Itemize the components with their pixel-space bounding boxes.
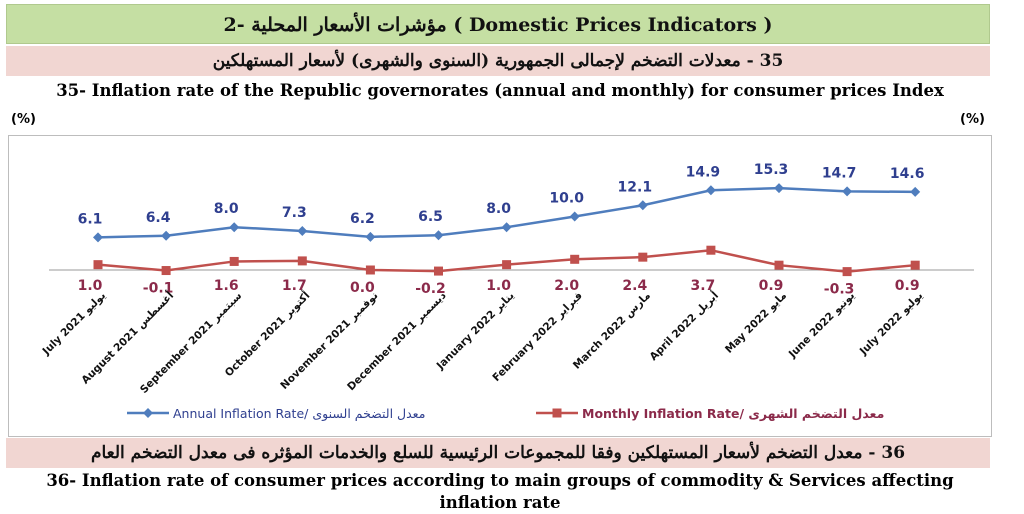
annual-data-label: 6.4 — [146, 210, 171, 226]
annual-point — [297, 225, 308, 236]
annual-data-label: 7.3 — [282, 205, 307, 221]
annual-data-label: 6.1 — [78, 211, 103, 227]
monthly-data-label: 1.0 — [486, 278, 511, 294]
monthly-data-label: 0.9 — [895, 278, 920, 294]
x-tick-label: July 2022 يوليو — [857, 290, 925, 358]
annual-data-label: 10.0 — [549, 191, 584, 207]
monthly-data-label: -0.1 — [143, 281, 174, 297]
x-tick-label: May 2022 مايو — [723, 290, 789, 356]
monthly-point — [502, 260, 512, 270]
legend-annual-label: Annual Inflation Rate/ معدل التضخم السنو… — [173, 406, 425, 422]
table35-english-title: 35- Inflation rate of the Republic gover… — [56, 81, 944, 100]
monthly-point — [910, 260, 920, 270]
inflation-chart: 6.1 6.4 8.0 7.3 6.2 6.5 8.0 10.0 12.1 14.9 15.3 14.… — [8, 135, 992, 437]
annual-data-label: 6.5 — [418, 209, 443, 225]
table36-english-title-line2: inflation rate — [439, 493, 561, 512]
monthly-point — [842, 267, 852, 277]
annual-point — [637, 200, 648, 211]
table36-arabic-title-bar: 36 - معدل التضخم لأسعار المستهلكين وفقا … — [6, 438, 990, 468]
table36-arabic-title: 36 - معدل التضخم لأسعار المستهلكين وفقا … — [90, 443, 906, 463]
annual-data-label: 14.7 — [822, 165, 857, 181]
annual-point — [842, 186, 853, 197]
annual-data-label: 14.6 — [890, 166, 925, 182]
x-tick-label: July 2021 يوليو — [40, 290, 108, 358]
annual-point — [365, 231, 376, 242]
annual-point — [705, 185, 716, 196]
monthly-point — [638, 252, 648, 262]
monthly-point — [229, 256, 239, 266]
monthly-data-label: -0.2 — [415, 281, 446, 297]
monthly-point — [434, 266, 443, 276]
legend-monthly-label: Monthly Inflation Rate/ معدل التضخم الشه… — [582, 406, 884, 421]
table35-arabic-title-bar: 35 - معدلات التضخم لإجمالى الجمهورية (ال… — [6, 46, 990, 76]
annual-data-label: 8.0 — [214, 201, 239, 217]
right-unit-label: (%) — [960, 112, 985, 127]
monthly-point — [365, 265, 375, 275]
annual-point — [774, 183, 784, 194]
legend-annual-marker — [143, 408, 153, 418]
annual-data-label: 8.0 — [486, 201, 511, 217]
left-unit-label: (%) — [11, 112, 36, 127]
x-tick-label: January 2022 يناير — [434, 290, 517, 373]
monthly-point — [706, 245, 716, 255]
x-tick-label: March 2022 مارس — [571, 290, 653, 372]
annual-data-label: 12.1 — [618, 179, 653, 195]
monthly-point — [297, 256, 307, 266]
monthly-data-label: 1.6 — [214, 278, 239, 294]
annual-data-label: 6.2 — [350, 211, 375, 227]
annual-point — [229, 222, 240, 233]
table35-arabic-title: 35 - معدلات التضخم لإجمالى الجمهورية (ال… — [212, 51, 784, 71]
monthly-point — [161, 266, 171, 276]
annual-point — [501, 222, 512, 233]
annual-point — [161, 230, 172, 241]
monthly-data-label: 2.0 — [554, 278, 579, 294]
annual-point — [93, 232, 103, 243]
monthly-data-label: 2.4 — [622, 278, 647, 294]
table36-english-title: 36- Inflation rate of consumer prices ac… — [0, 470, 1000, 514]
annual-data-label: 14.9 — [686, 164, 721, 180]
annual-point — [433, 230, 444, 241]
monthly-data-label: 1.7 — [282, 278, 307, 294]
annual-point — [569, 211, 580, 222]
monthly-data-label: 3.7 — [690, 278, 715, 294]
annual-data-label: 15.3 — [754, 162, 789, 178]
table36-english-title-line1: 36- Inflation rate of consumer prices ac… — [46, 471, 954, 490]
x-tick-label: April 2022 أبريل — [646, 288, 721, 363]
section-title: 2- مؤشرات الأسعار المحلية ( Domestic Pri… — [223, 14, 773, 36]
monthly-data-label: -0.3 — [824, 282, 855, 298]
monthly-point — [93, 260, 103, 270]
section-title-bar: 2- مؤشرات الأسعار المحلية ( Domestic Pri… — [6, 4, 990, 44]
x-tick-label: June 2022 يونيو — [786, 290, 857, 361]
monthly-point — [774, 260, 784, 270]
inflation-chart-svg: 6.1 6.4 8.0 7.3 6.2 6.5 8.0 10.0 12.1 14.9 15.3 14.… — [40, 162, 974, 422]
monthly-point — [570, 254, 580, 264]
monthly-data-label: 0.9 — [759, 278, 784, 294]
monthly-data-label: 1.0 — [78, 278, 103, 294]
monthly-data-label: 0.0 — [350, 280, 375, 296]
annual-point — [910, 186, 921, 197]
legend-monthly-marker — [552, 408, 562, 418]
